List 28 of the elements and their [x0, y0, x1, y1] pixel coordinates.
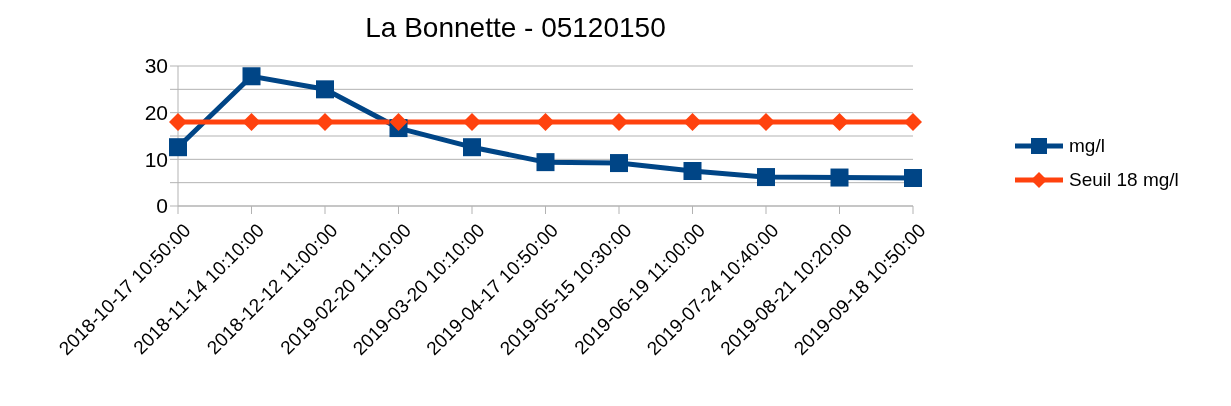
- point: [904, 169, 922, 187]
- point: [316, 80, 334, 99]
- y-tick-label: 0: [156, 194, 168, 218]
- point: [242, 113, 261, 131]
- point: [536, 113, 555, 131]
- point: [242, 67, 261, 86]
- y-tick-label: 20: [144, 101, 168, 125]
- legend-label: Seuil 18 mg/l: [1069, 169, 1179, 191]
- point: [610, 154, 628, 173]
- point: [169, 138, 187, 157]
- y-tick-label: 10: [144, 147, 168, 171]
- point: [389, 113, 408, 131]
- point: [463, 138, 481, 157]
- point: [904, 113, 922, 131]
- point: [830, 168, 849, 187]
- point: [316, 113, 334, 131]
- y-tick-label: 30: [144, 54, 168, 78]
- legend-label: mg/l: [1069, 135, 1105, 157]
- point: [169, 113, 187, 131]
- point: [757, 113, 775, 131]
- point: [757, 168, 775, 187]
- point: [610, 113, 628, 131]
- point: [463, 113, 481, 131]
- point: [536, 153, 555, 172]
- point: [683, 162, 702, 180]
- point: [683, 113, 702, 131]
- point: [830, 113, 849, 131]
- chart-title: La Bonnette - 05120150: [364, 11, 667, 45]
